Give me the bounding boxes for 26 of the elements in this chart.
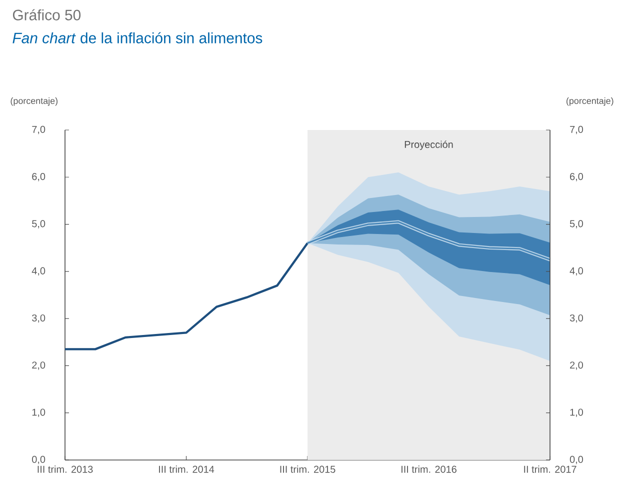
y2-axis-title: (porcentaje) [566,97,614,106]
x-tick-label: III trim. 2013 [38,466,93,473]
x-tick-label: II trim. 2017 [524,466,576,473]
x-tick-label: III trim. 2016 [402,466,456,473]
y2-tick-label: 6,0 [570,173,583,182]
chart-subtitle: Fan chart de la inflación sin alimentos [12,32,262,44]
y-tick-label: 7,0 [32,126,46,134]
x-tick-label: III trim. 2015 [280,466,336,473]
y2-tick-label: 3,0 [570,314,583,323]
y2-tick-label: 5,0 [570,220,583,228]
y-tick-label: 1,0 [32,408,46,417]
y2-tick-label: 4,0 [570,267,583,276]
y-tick-label: 2,0 [32,362,46,370]
y-tick-label: 6,0 [32,173,46,182]
y2-tick-label: 0,0 [570,456,583,464]
x-tick-label: III trim. 2014 [159,466,214,473]
y-axis-title: (porcentaje) [10,97,58,106]
y-tick-label: 5,0 [32,220,46,228]
y2-tick-label: 7,0 [570,126,583,134]
y2-tick-label: 2,0 [570,362,583,370]
y2-tick-label: 1,0 [570,408,583,417]
y-tick-label: 3,0 [32,314,46,323]
chart-title: Gráfico 50 [12,9,81,20]
band-label: Proyección [404,140,453,150]
y-tick-label: 0,0 [32,456,46,464]
y-tick-label: 4,0 [32,267,46,276]
